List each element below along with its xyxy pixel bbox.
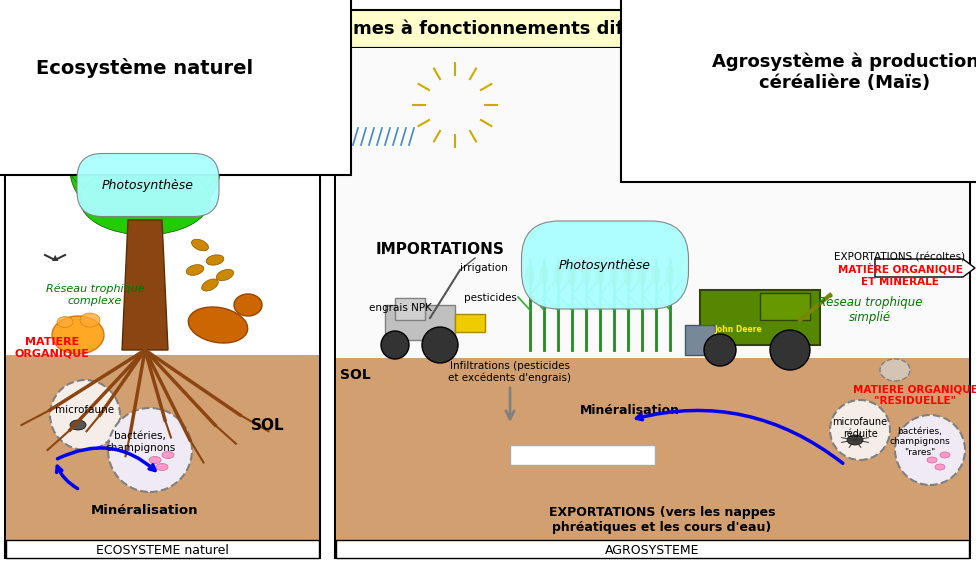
Text: ECOSYSTEME naturel: ECOSYSTEME naturel xyxy=(96,544,228,557)
Text: MATIERE ORGANIQUE
"RESIDUELLE": MATIERE ORGANIQUE "RESIDUELLE" xyxy=(853,384,976,406)
Text: EXPORTATIONS (récoltes): EXPORTATIONS (récoltes) xyxy=(834,253,965,263)
Ellipse shape xyxy=(526,265,534,285)
Ellipse shape xyxy=(638,265,646,285)
Circle shape xyxy=(427,77,483,133)
Ellipse shape xyxy=(666,265,674,285)
Circle shape xyxy=(381,331,409,359)
Text: IMPORTATIONS: IMPORTATIONS xyxy=(376,242,505,258)
Text: microfaune
réduite: microfaune réduite xyxy=(833,417,887,439)
Ellipse shape xyxy=(383,110,427,140)
Text: irrigation: irrigation xyxy=(460,263,508,273)
Circle shape xyxy=(108,408,192,492)
Ellipse shape xyxy=(340,102,390,137)
Bar xyxy=(6,540,319,558)
Circle shape xyxy=(770,330,810,370)
Ellipse shape xyxy=(201,279,219,290)
Ellipse shape xyxy=(52,316,104,354)
Circle shape xyxy=(422,327,458,363)
Ellipse shape xyxy=(80,165,210,235)
Bar xyxy=(685,325,715,355)
Ellipse shape xyxy=(188,307,248,343)
Ellipse shape xyxy=(191,240,209,250)
Bar xyxy=(395,298,425,320)
Text: engrais NPK: engrais NPK xyxy=(369,303,431,313)
Bar xyxy=(385,305,455,340)
Bar xyxy=(336,358,969,558)
Ellipse shape xyxy=(347,85,423,135)
Text: Minéralisation: Minéralisation xyxy=(91,503,199,516)
Text: MATIERE
ORGANIQUE: MATIERE ORGANIQUE xyxy=(15,337,90,359)
Ellipse shape xyxy=(596,265,604,285)
Ellipse shape xyxy=(927,457,937,463)
Text: MATIÈRE ORGANIQUE
ET MINERALE: MATIÈRE ORGANIQUE ET MINERALE xyxy=(837,263,962,286)
Ellipse shape xyxy=(206,255,224,266)
Ellipse shape xyxy=(162,451,174,459)
Text: John Deere: John Deere xyxy=(714,325,762,334)
Circle shape xyxy=(830,400,890,460)
Ellipse shape xyxy=(880,359,910,381)
Text: AGROSYSTEME: AGROSYSTEME xyxy=(605,544,699,557)
Polygon shape xyxy=(122,220,168,350)
Ellipse shape xyxy=(217,269,233,281)
Ellipse shape xyxy=(186,264,204,276)
Ellipse shape xyxy=(57,316,73,328)
Text: Ecosystème naturel: Ecosystème naturel xyxy=(36,58,254,78)
Text: Réseau trophique
simplié: Réseau trophique simplié xyxy=(818,296,922,324)
Bar xyxy=(336,48,969,358)
Ellipse shape xyxy=(85,95,205,165)
Ellipse shape xyxy=(135,115,225,195)
Ellipse shape xyxy=(940,452,950,458)
Ellipse shape xyxy=(65,115,155,195)
Bar xyxy=(6,47,319,355)
Bar xyxy=(510,445,655,465)
Ellipse shape xyxy=(554,265,562,285)
Text: Réseau trophique
complexe: Réseau trophique complexe xyxy=(46,284,144,306)
Ellipse shape xyxy=(156,463,168,471)
Text: Infiltrations (pesticides
et excédents d'engrais): Infiltrations (pesticides et excédents d… xyxy=(449,361,572,383)
Bar xyxy=(5,48,320,558)
Bar xyxy=(270,10,690,48)
Ellipse shape xyxy=(234,294,262,316)
Text: Photosynthèse: Photosynthèse xyxy=(559,259,651,272)
Text: SOL: SOL xyxy=(340,368,370,382)
Text: bactéries,
champignons
"rares": bactéries, champignons "rares" xyxy=(890,427,951,457)
Text: Ecosystèmes à fonctionnements différents: Ecosystèmes à fonctionnements différents xyxy=(264,20,696,38)
Text: EXPORTATIONS (vers les nappes
phréatiques et les cours d'eau): EXPORTATIONS (vers les nappes phréatique… xyxy=(549,506,775,534)
Ellipse shape xyxy=(847,435,863,445)
Text: microfaune: microfaune xyxy=(56,405,114,415)
Ellipse shape xyxy=(935,464,945,470)
Bar xyxy=(336,540,969,558)
Bar xyxy=(6,355,319,558)
Circle shape xyxy=(50,380,120,450)
Text: Minéralisation: Minéralisation xyxy=(580,403,680,416)
Text: SOL: SOL xyxy=(251,418,285,432)
Circle shape xyxy=(895,415,965,485)
FancyArrow shape xyxy=(875,259,975,277)
Text: Photosynthèse: Photosynthèse xyxy=(102,179,194,192)
Bar xyxy=(335,48,970,558)
Bar xyxy=(700,290,820,345)
Ellipse shape xyxy=(540,265,548,285)
Ellipse shape xyxy=(568,265,576,285)
Bar xyxy=(455,314,485,332)
Text: ▲: ▲ xyxy=(52,254,59,263)
Ellipse shape xyxy=(610,265,618,285)
Text: Agrosystème à production
céréalière (Maïs): Agrosystème à production céréalière (Maï… xyxy=(712,53,976,92)
Ellipse shape xyxy=(582,265,590,285)
Ellipse shape xyxy=(149,457,161,463)
Ellipse shape xyxy=(652,265,660,285)
Ellipse shape xyxy=(624,265,632,285)
Text: pesticides: pesticides xyxy=(464,293,516,303)
Ellipse shape xyxy=(80,313,100,327)
Bar xyxy=(760,293,810,320)
Ellipse shape xyxy=(70,115,220,225)
Ellipse shape xyxy=(70,420,86,430)
Text: bactéries,
champignons: bactéries, champignons xyxy=(104,431,175,453)
Circle shape xyxy=(704,334,736,366)
